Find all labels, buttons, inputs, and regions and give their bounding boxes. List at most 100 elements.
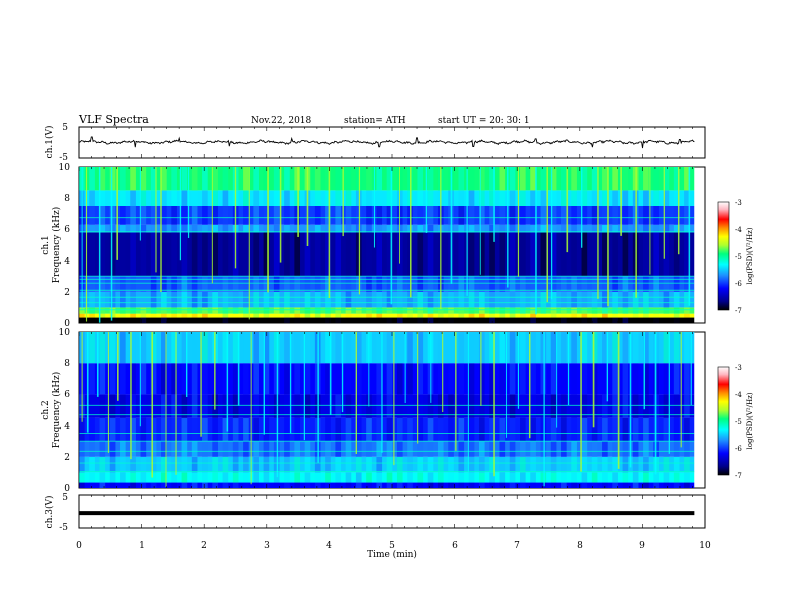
spectrum-cell — [520, 313, 526, 318]
spectrum-cell — [130, 307, 136, 314]
spectrum-cell — [643, 206, 649, 225]
spectrum-cell — [232, 472, 239, 483]
spectrum-cell — [202, 417, 208, 442]
spectrum-cell — [448, 394, 454, 418]
spectrum-cell — [386, 190, 393, 206]
spectrum-cell — [345, 482, 352, 488]
spectrum-cell — [161, 167, 167, 191]
spectrum-cell — [396, 307, 403, 314]
spectrum-cell — [530, 456, 536, 473]
spectrum-cell — [202, 456, 208, 473]
spectrum-cell — [253, 456, 259, 473]
spectrum-cell — [417, 456, 424, 473]
spectrum-cell — [120, 224, 126, 233]
spectrum-cell — [561, 317, 567, 323]
spectrum-cell — [509, 167, 516, 191]
time-tick-2: 2 — [201, 541, 207, 551]
spectrum-cell — [304, 317, 311, 323]
spectrum-cell — [335, 394, 342, 418]
spectrum-cell — [99, 472, 106, 483]
spectrum-cell — [622, 307, 629, 314]
spectrum-cell — [478, 167, 485, 191]
spectrum-cell — [653, 206, 659, 225]
spectrum-cell — [335, 417, 342, 442]
spectrum-cell — [417, 232, 424, 277]
spectrum-cell — [335, 456, 342, 473]
spectrum-cell — [684, 313, 690, 318]
spectrum-cell — [212, 206, 218, 225]
spectrum-cell — [243, 276, 249, 292]
spectrum-cell — [478, 456, 485, 473]
spectrum-cell — [191, 276, 198, 292]
spectrum-cell — [130, 456, 136, 473]
spectrum-cell — [540, 472, 547, 483]
spectrum-cell — [99, 291, 106, 308]
spectrum-cell — [591, 363, 598, 395]
spectrum-cell — [284, 167, 290, 191]
spectrum-cell — [99, 276, 106, 292]
spectrum-cell — [653, 317, 659, 323]
spectrum-cell — [468, 232, 475, 277]
spectrum-cell — [581, 394, 588, 418]
start-time-label: start UT = 20: 30: 1 — [438, 116, 530, 126]
spectrum-cell — [489, 417, 495, 442]
spectrum-cell — [376, 332, 383, 364]
spectrum-cell — [191, 472, 198, 483]
spectrum-cell — [263, 332, 270, 364]
spectrum-cell — [366, 276, 372, 292]
spectrum-cell — [458, 441, 465, 457]
spectrum-cell — [376, 472, 383, 483]
spectrum-cell — [345, 313, 352, 318]
spectrum-cell — [243, 441, 249, 457]
spectrum-cell — [684, 456, 690, 473]
spectrum-cell — [489, 363, 495, 395]
spectrum-cell — [376, 232, 383, 277]
spectrum-cell — [653, 291, 659, 308]
spectrum-cell — [376, 317, 383, 323]
spectrum-cell — [140, 276, 147, 292]
spectrum-cell — [561, 307, 567, 314]
spectrum-cell — [684, 363, 690, 395]
spectrum-cell — [181, 307, 188, 314]
spectrum-cell — [663, 332, 670, 364]
spectrum-cell — [294, 232, 301, 277]
spectrum-cell — [663, 167, 670, 191]
spectrum-cell — [366, 307, 372, 314]
spectrum-cell — [458, 363, 465, 395]
spectrum-cell — [509, 232, 516, 277]
spectrum-cell — [202, 307, 208, 314]
spectrum-cell — [663, 313, 670, 318]
spectrum-cell — [325, 482, 331, 488]
spectrum-cell — [202, 206, 208, 225]
spectrum-cell — [89, 291, 95, 308]
spectrum-cell — [509, 332, 516, 364]
spectrum-cell — [232, 456, 239, 473]
spectrum-cell — [520, 472, 526, 483]
spectrum-cell — [427, 307, 434, 314]
spectrum-cell — [130, 441, 136, 457]
spectrum-cell — [489, 291, 495, 308]
spectrum-cell — [355, 363, 362, 395]
spectrum-cell — [273, 206, 280, 225]
time-tick-7: 7 — [514, 541, 520, 551]
spectrum-cell — [140, 441, 147, 457]
spectrum-cell — [612, 456, 618, 473]
spectrum-cell — [396, 317, 403, 323]
spectrum-cell — [417, 206, 424, 225]
spectrum-cell — [181, 291, 188, 308]
spectrum-cell — [273, 332, 280, 364]
spectrum-cell — [202, 472, 208, 483]
spectrum-cell — [161, 276, 167, 292]
spectrum-cell — [468, 441, 475, 457]
ch1-colorbar-tick-m4: -4 — [735, 226, 742, 234]
spectrum-cell — [273, 417, 280, 442]
spectrum-cell — [366, 482, 372, 488]
ch2-channel-label: ch.2 — [41, 400, 51, 419]
spectrum-cell — [622, 363, 629, 395]
spectrum-cell — [458, 167, 465, 191]
spectrum-cell — [212, 482, 218, 488]
spectrum-cell — [181, 332, 188, 364]
spectrum-cell — [622, 232, 629, 277]
spectrum-cell — [294, 332, 301, 364]
spectrum-cell — [550, 482, 557, 488]
